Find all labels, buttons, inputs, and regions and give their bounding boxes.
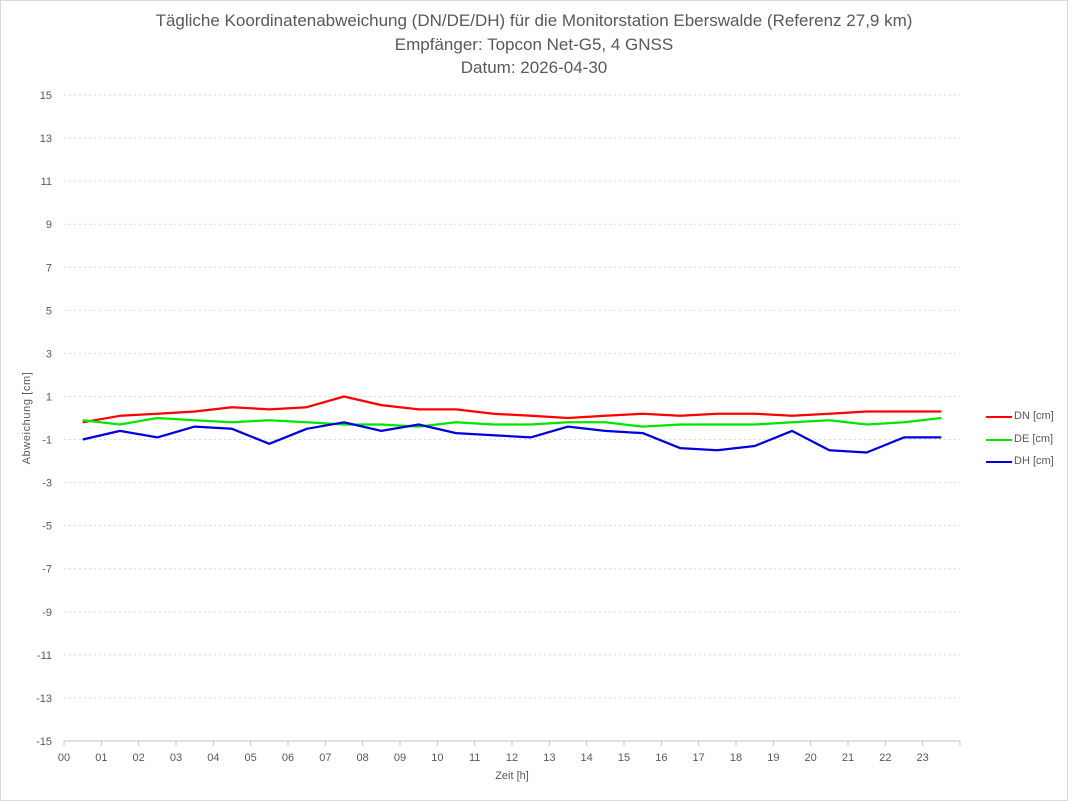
legend-label: DN [cm] [1014, 410, 1054, 422]
x-tick-label: 16 [655, 752, 667, 764]
x-tick-label: 05 [245, 752, 257, 764]
y-tick-label: -5 [42, 521, 52, 533]
legend-swatch [986, 461, 1012, 463]
x-tick-label: 04 [207, 752, 219, 764]
x-tick-label: 20 [805, 752, 817, 764]
y-tick-label: 13 [40, 133, 52, 145]
x-tick-label: 09 [394, 752, 406, 764]
chart-subtitle: Empfänger: Topcon Net-G5, 4 GNSS [394, 35, 674, 54]
x-tick-label: 21 [842, 752, 854, 764]
x-tick-label: 00 [58, 752, 70, 764]
x-tick-label: 23 [917, 752, 929, 764]
x-tick-label: 12 [506, 752, 518, 764]
legend-label: DE [cm] [1014, 432, 1054, 445]
legend-swatch [986, 438, 1012, 441]
y-tick-label: 3 [46, 348, 52, 360]
y-tick-label: -1 [42, 435, 52, 447]
series-line-2 [82, 421, 942, 454]
y-tick-label: -3 [42, 478, 52, 490]
x-tick-label: 10 [431, 752, 443, 764]
x-tick-label: 08 [357, 752, 369, 764]
series-line-0 [82, 395, 942, 424]
y-tick-label: 9 [46, 219, 52, 231]
chart-date: Datum: 2026-04-30 [460, 58, 608, 77]
y-tick-label: -15 [36, 736, 52, 748]
y-tick-label: -11 [37, 650, 52, 662]
y-tick-label: 11 [41, 176, 52, 188]
x-axis-title: Zeit [h] [495, 770, 529, 782]
x-tick-label: 19 [767, 752, 779, 764]
y-tick-label: 7 [46, 262, 52, 274]
y-tick-label: -13 [36, 693, 52, 705]
x-tick-label: 02 [133, 752, 145, 764]
x-tick-label: 13 [543, 752, 555, 764]
x-tick-label: 18 [730, 752, 742, 764]
x-tick-label: 14 [581, 752, 593, 764]
series-line-1 [82, 416, 942, 428]
y-tick-label: 1 [46, 391, 52, 403]
legend-swatch [986, 416, 1012, 418]
legend-label: DH [cm] [1014, 455, 1054, 467]
x-tick-label: 17 [693, 752, 705, 764]
x-tick-label: 03 [170, 752, 182, 764]
y-tick-label: 5 [46, 305, 52, 317]
y-tick-label: -7 [42, 564, 52, 576]
y-axis-title: Abweichung [cm] [21, 372, 33, 465]
x-tick-label: 06 [282, 752, 294, 764]
x-tick-label: 11 [469, 752, 480, 764]
y-tick-label: -9 [42, 607, 52, 619]
x-tick-label: 22 [879, 752, 891, 764]
x-tick-label: 15 [618, 752, 630, 764]
x-tick-label: 01 [95, 752, 107, 764]
chart-title: Tägliche Koordinatenabweichung (DN/DE/DH… [155, 11, 913, 30]
y-tick-label: 15 [40, 90, 52, 102]
x-tick-label: 07 [319, 752, 331, 764]
